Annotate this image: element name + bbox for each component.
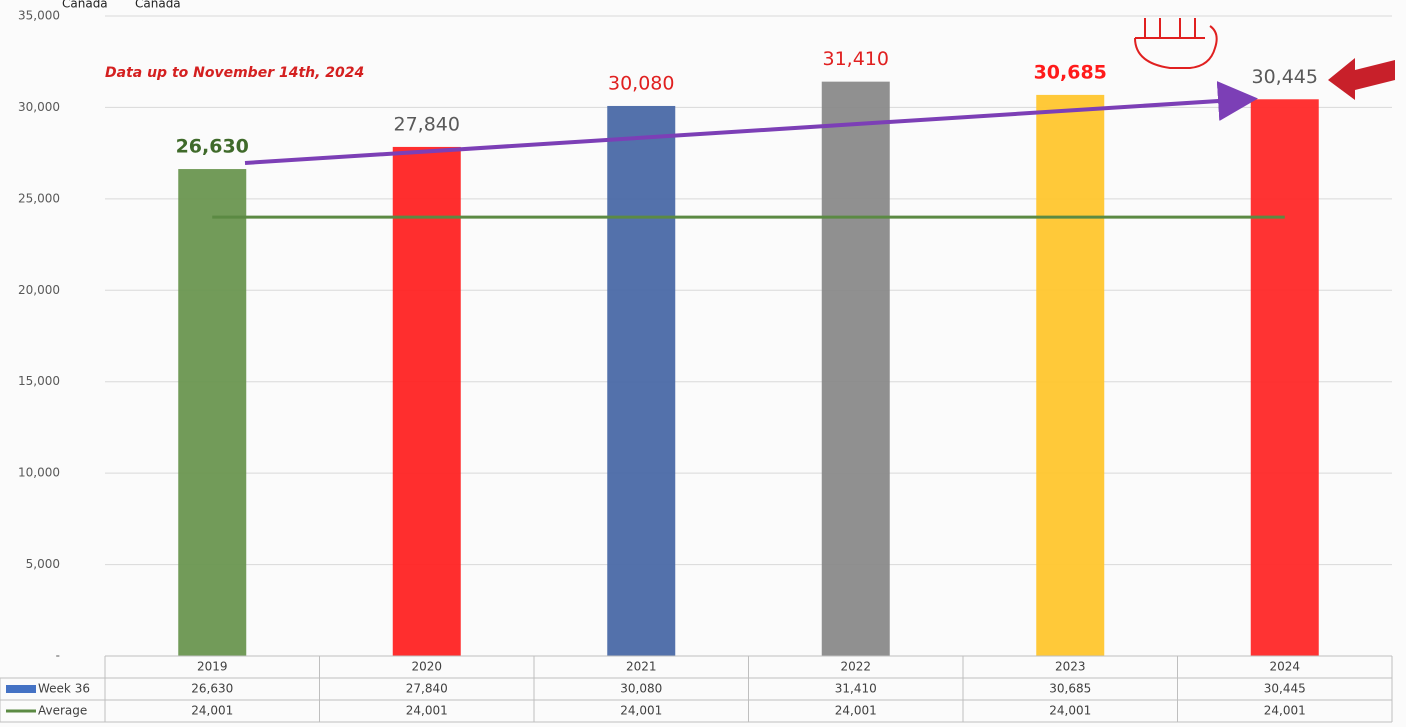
- data-label: 30,445: [1252, 66, 1318, 88]
- y-tick-label: -: [56, 649, 60, 663]
- data-label: 27,840: [394, 113, 460, 135]
- chart: Canada Canada Data up to November 14th, …: [0, 0, 1406, 727]
- x-tick-label: 2020: [411, 660, 442, 674]
- y-tick-label: 30,000: [18, 100, 60, 114]
- bar: [1036, 95, 1104, 656]
- y-tick-label: 5,000: [26, 557, 60, 571]
- x-tick-label: 2019: [197, 660, 228, 674]
- data-label: 30,080: [608, 72, 674, 94]
- bar: [607, 106, 675, 656]
- annotation: Data up to November 14th, 2024: [105, 65, 364, 81]
- bar: [393, 147, 461, 656]
- y-tick-label: 10,000: [18, 466, 60, 480]
- table-value: 24,001: [191, 704, 233, 718]
- y-tick-label: 20,000: [18, 283, 60, 297]
- annotation: Canada: [135, 0, 181, 11]
- annotation: Canada: [62, 0, 108, 11]
- y-tick-label: 25,000: [18, 191, 60, 205]
- x-tick-label: 2021: [626, 660, 657, 674]
- legend-label: Week 36: [38, 682, 90, 696]
- data-label: 30,685: [1034, 61, 1107, 83]
- table-value: 30,685: [1049, 682, 1091, 696]
- table-value: 31,410: [835, 682, 877, 696]
- data-label: 31,410: [823, 48, 889, 70]
- y-tick-label: 35,000: [18, 9, 60, 23]
- table-value: 24,001: [1264, 704, 1306, 718]
- legend-label: Average: [38, 704, 87, 718]
- table-value: 24,001: [835, 704, 877, 718]
- table-value: 27,840: [406, 682, 448, 696]
- x-tick-label: 2024: [1269, 660, 1300, 674]
- table-value: 26,630: [191, 682, 233, 696]
- table-value: 30,445: [1264, 682, 1306, 696]
- x-tick-label: 2022: [840, 660, 871, 674]
- bar: [822, 82, 890, 656]
- x-tick-label: 2023: [1055, 660, 1086, 674]
- legend-key: [6, 685, 36, 693]
- table-value: 30,080: [620, 682, 662, 696]
- bar: [1251, 99, 1319, 656]
- table-value: 24,001: [406, 704, 448, 718]
- data-label: 26,630: [176, 136, 249, 158]
- y-tick-label: 15,000: [18, 374, 60, 388]
- table-value: 24,001: [1049, 704, 1091, 718]
- bar: [178, 169, 246, 656]
- table-value: 24,001: [620, 704, 662, 718]
